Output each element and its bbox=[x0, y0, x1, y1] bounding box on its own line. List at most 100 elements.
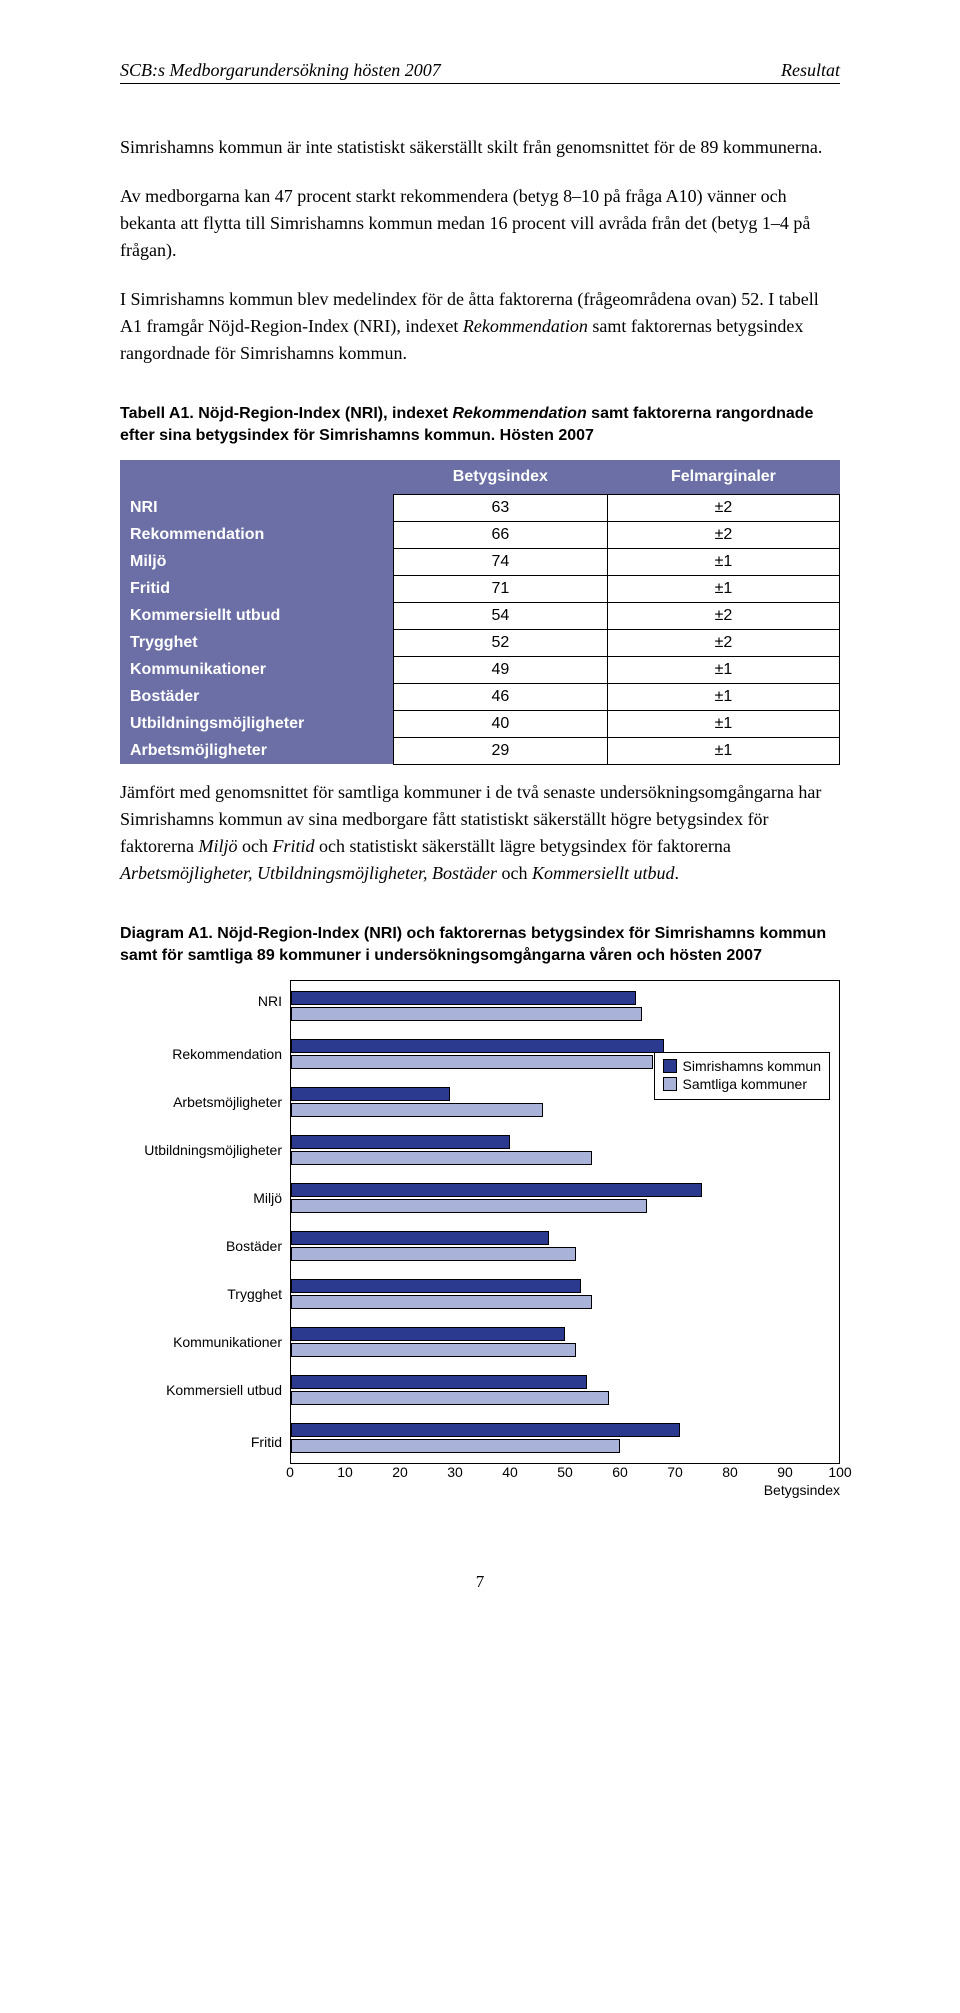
chart-category-label: Rekommendation bbox=[120, 1037, 290, 1071]
table-cell-betyg: 63 bbox=[393, 494, 607, 521]
chart-caption: Diagram A1. Nöjd-Region-Index (NRI) och … bbox=[120, 923, 840, 968]
chart-x-tick: 90 bbox=[777, 1464, 793, 1480]
paragraph-2: Av medborgarna kan 47 procent starkt rek… bbox=[120, 183, 840, 264]
table-a1: BetygsindexFelmarginaler NRI63±2Rekommen… bbox=[120, 460, 840, 765]
table-cell-betyg: 66 bbox=[393, 521, 607, 548]
chart-bar bbox=[291, 1247, 576, 1261]
table-cell-fel: ±1 bbox=[607, 548, 839, 575]
table-cell-betyg: 49 bbox=[393, 656, 607, 683]
chart-bar-group bbox=[290, 1277, 840, 1311]
chart-bar bbox=[291, 1279, 581, 1293]
chart-category: Bostäder bbox=[120, 1229, 840, 1263]
chart-bar bbox=[291, 1087, 450, 1101]
legend-item: Simrishamns kommun bbox=[663, 1057, 821, 1075]
chart-category: Kommunikationer bbox=[120, 1325, 840, 1359]
chart-bar bbox=[291, 1375, 587, 1389]
table-row: Rekommendation66±2 bbox=[120, 521, 840, 548]
chart-bar bbox=[291, 1439, 620, 1453]
table-row-label: Rekommendation bbox=[120, 521, 393, 548]
table-cell-betyg: 71 bbox=[393, 575, 607, 602]
table-row-label: Trygghet bbox=[120, 629, 393, 656]
chart-x-tick: 20 bbox=[392, 1464, 408, 1480]
chart-bar bbox=[291, 1103, 543, 1117]
chart-category-label: Kommunikationer bbox=[120, 1325, 290, 1359]
chart-bar bbox=[291, 1423, 680, 1437]
table-cell-fel: ±2 bbox=[607, 602, 839, 629]
table-cell-fel: ±1 bbox=[607, 683, 839, 710]
table-row-label: Fritid bbox=[120, 575, 393, 602]
legend-label: Samtliga kommuner bbox=[683, 1075, 808, 1093]
chart-bar-group bbox=[290, 1373, 840, 1407]
table-cell-fel: ±1 bbox=[607, 656, 839, 683]
chart-bar-group bbox=[290, 1133, 840, 1167]
table-cell-fel: ±1 bbox=[607, 575, 839, 602]
chart-category-label: Trygghet bbox=[120, 1277, 290, 1311]
chart-bar bbox=[291, 1151, 592, 1165]
chart-category: Kommersiell utbud bbox=[120, 1373, 840, 1407]
table-cell-betyg: 54 bbox=[393, 602, 607, 629]
chart-category: NRI bbox=[120, 980, 840, 1023]
chart-category-label: NRI bbox=[120, 980, 290, 1023]
table-row-label: NRI bbox=[120, 494, 393, 521]
chart-category: Fritid bbox=[120, 1421, 840, 1464]
table-row-label: Bostäder bbox=[120, 683, 393, 710]
table-row: Kommersiellt utbud54±2 bbox=[120, 602, 840, 629]
table-row: Miljö74±1 bbox=[120, 548, 840, 575]
table-caption: Tabell A1. Nöjd-Region-Index (NRI), inde… bbox=[120, 403, 840, 448]
table-cell-fel: ±2 bbox=[607, 629, 839, 656]
table-row: Fritid71±1 bbox=[120, 575, 840, 602]
chart-category-label: Bostäder bbox=[120, 1229, 290, 1263]
chart-bar-group bbox=[290, 1229, 840, 1263]
chart-bar bbox=[291, 1055, 653, 1069]
table-row-label: Kommunikationer bbox=[120, 656, 393, 683]
table-cell-betyg: 46 bbox=[393, 683, 607, 710]
chart-x-tick: 10 bbox=[337, 1464, 353, 1480]
running-header: SCB:s Medborgarundersökning hösten 2007 … bbox=[120, 60, 840, 84]
chart-bar bbox=[291, 1199, 647, 1213]
table-body: NRI63±2Rekommendation66±2Miljö74±1Fritid… bbox=[120, 494, 840, 764]
table-row: NRI63±2 bbox=[120, 494, 840, 521]
table-cell-fel: ±1 bbox=[607, 710, 839, 737]
chart-bar-group bbox=[290, 1181, 840, 1215]
table-row: Bostäder46±1 bbox=[120, 683, 840, 710]
table-row-label: Kommersiellt utbud bbox=[120, 602, 393, 629]
chart-category-label: Miljö bbox=[120, 1181, 290, 1215]
chart-bar-group bbox=[290, 1421, 840, 1464]
chart-bar bbox=[291, 991, 636, 1005]
chart-x-tick: 100 bbox=[828, 1464, 851, 1480]
header-right: Resultat bbox=[781, 60, 840, 81]
chart-bar bbox=[291, 1135, 510, 1149]
table-cell-betyg: 74 bbox=[393, 548, 607, 575]
chart-bar bbox=[291, 1007, 642, 1021]
chart-bar bbox=[291, 1039, 664, 1053]
table-col-header: Felmarginaler bbox=[607, 460, 839, 495]
table-row: Trygghet52±2 bbox=[120, 629, 840, 656]
chart-x-tick: 0 bbox=[286, 1464, 294, 1480]
paragraph-1: Simrishamns kommun är inte statistiskt s… bbox=[120, 134, 840, 161]
chart-bar bbox=[291, 1183, 702, 1197]
table-row: Kommunikationer49±1 bbox=[120, 656, 840, 683]
chart-bar bbox=[291, 1343, 576, 1357]
chart-x-tick: 70 bbox=[667, 1464, 683, 1480]
chart-category: Utbildningsmöjligheter bbox=[120, 1133, 840, 1167]
chart-x-tick: 30 bbox=[447, 1464, 463, 1480]
table-head: BetygsindexFelmarginaler bbox=[120, 460, 840, 495]
chart-x-tick: 80 bbox=[722, 1464, 738, 1480]
legend-swatch bbox=[663, 1059, 677, 1073]
table-cell-fel: ±2 bbox=[607, 494, 839, 521]
paragraph-4: Jämfört med genomsnittet för samtliga ko… bbox=[120, 779, 840, 887]
chart-category-label: Arbetsmöjligheter bbox=[120, 1085, 290, 1119]
table-cell-fel: ±2 bbox=[607, 521, 839, 548]
table-cell-betyg: 40 bbox=[393, 710, 607, 737]
chart-category-label: Kommersiell utbud bbox=[120, 1373, 290, 1407]
table-row: Arbetsmöjligheter29±1 bbox=[120, 737, 840, 764]
chart-x-tick: 40 bbox=[502, 1464, 518, 1480]
chart-category-label: Fritid bbox=[120, 1421, 290, 1464]
table-row-label: Arbetsmöjligheter bbox=[120, 737, 393, 764]
legend-swatch bbox=[663, 1077, 677, 1091]
header-left: SCB:s Medborgarundersökning hösten 2007 bbox=[120, 60, 441, 81]
table-row-label: Miljö bbox=[120, 548, 393, 575]
document-page: SCB:s Medborgarundersökning hösten 2007 … bbox=[0, 0, 960, 1632]
table-col-header: Betygsindex bbox=[393, 460, 607, 495]
chart-category-label: Utbildningsmöjligheter bbox=[120, 1133, 290, 1167]
